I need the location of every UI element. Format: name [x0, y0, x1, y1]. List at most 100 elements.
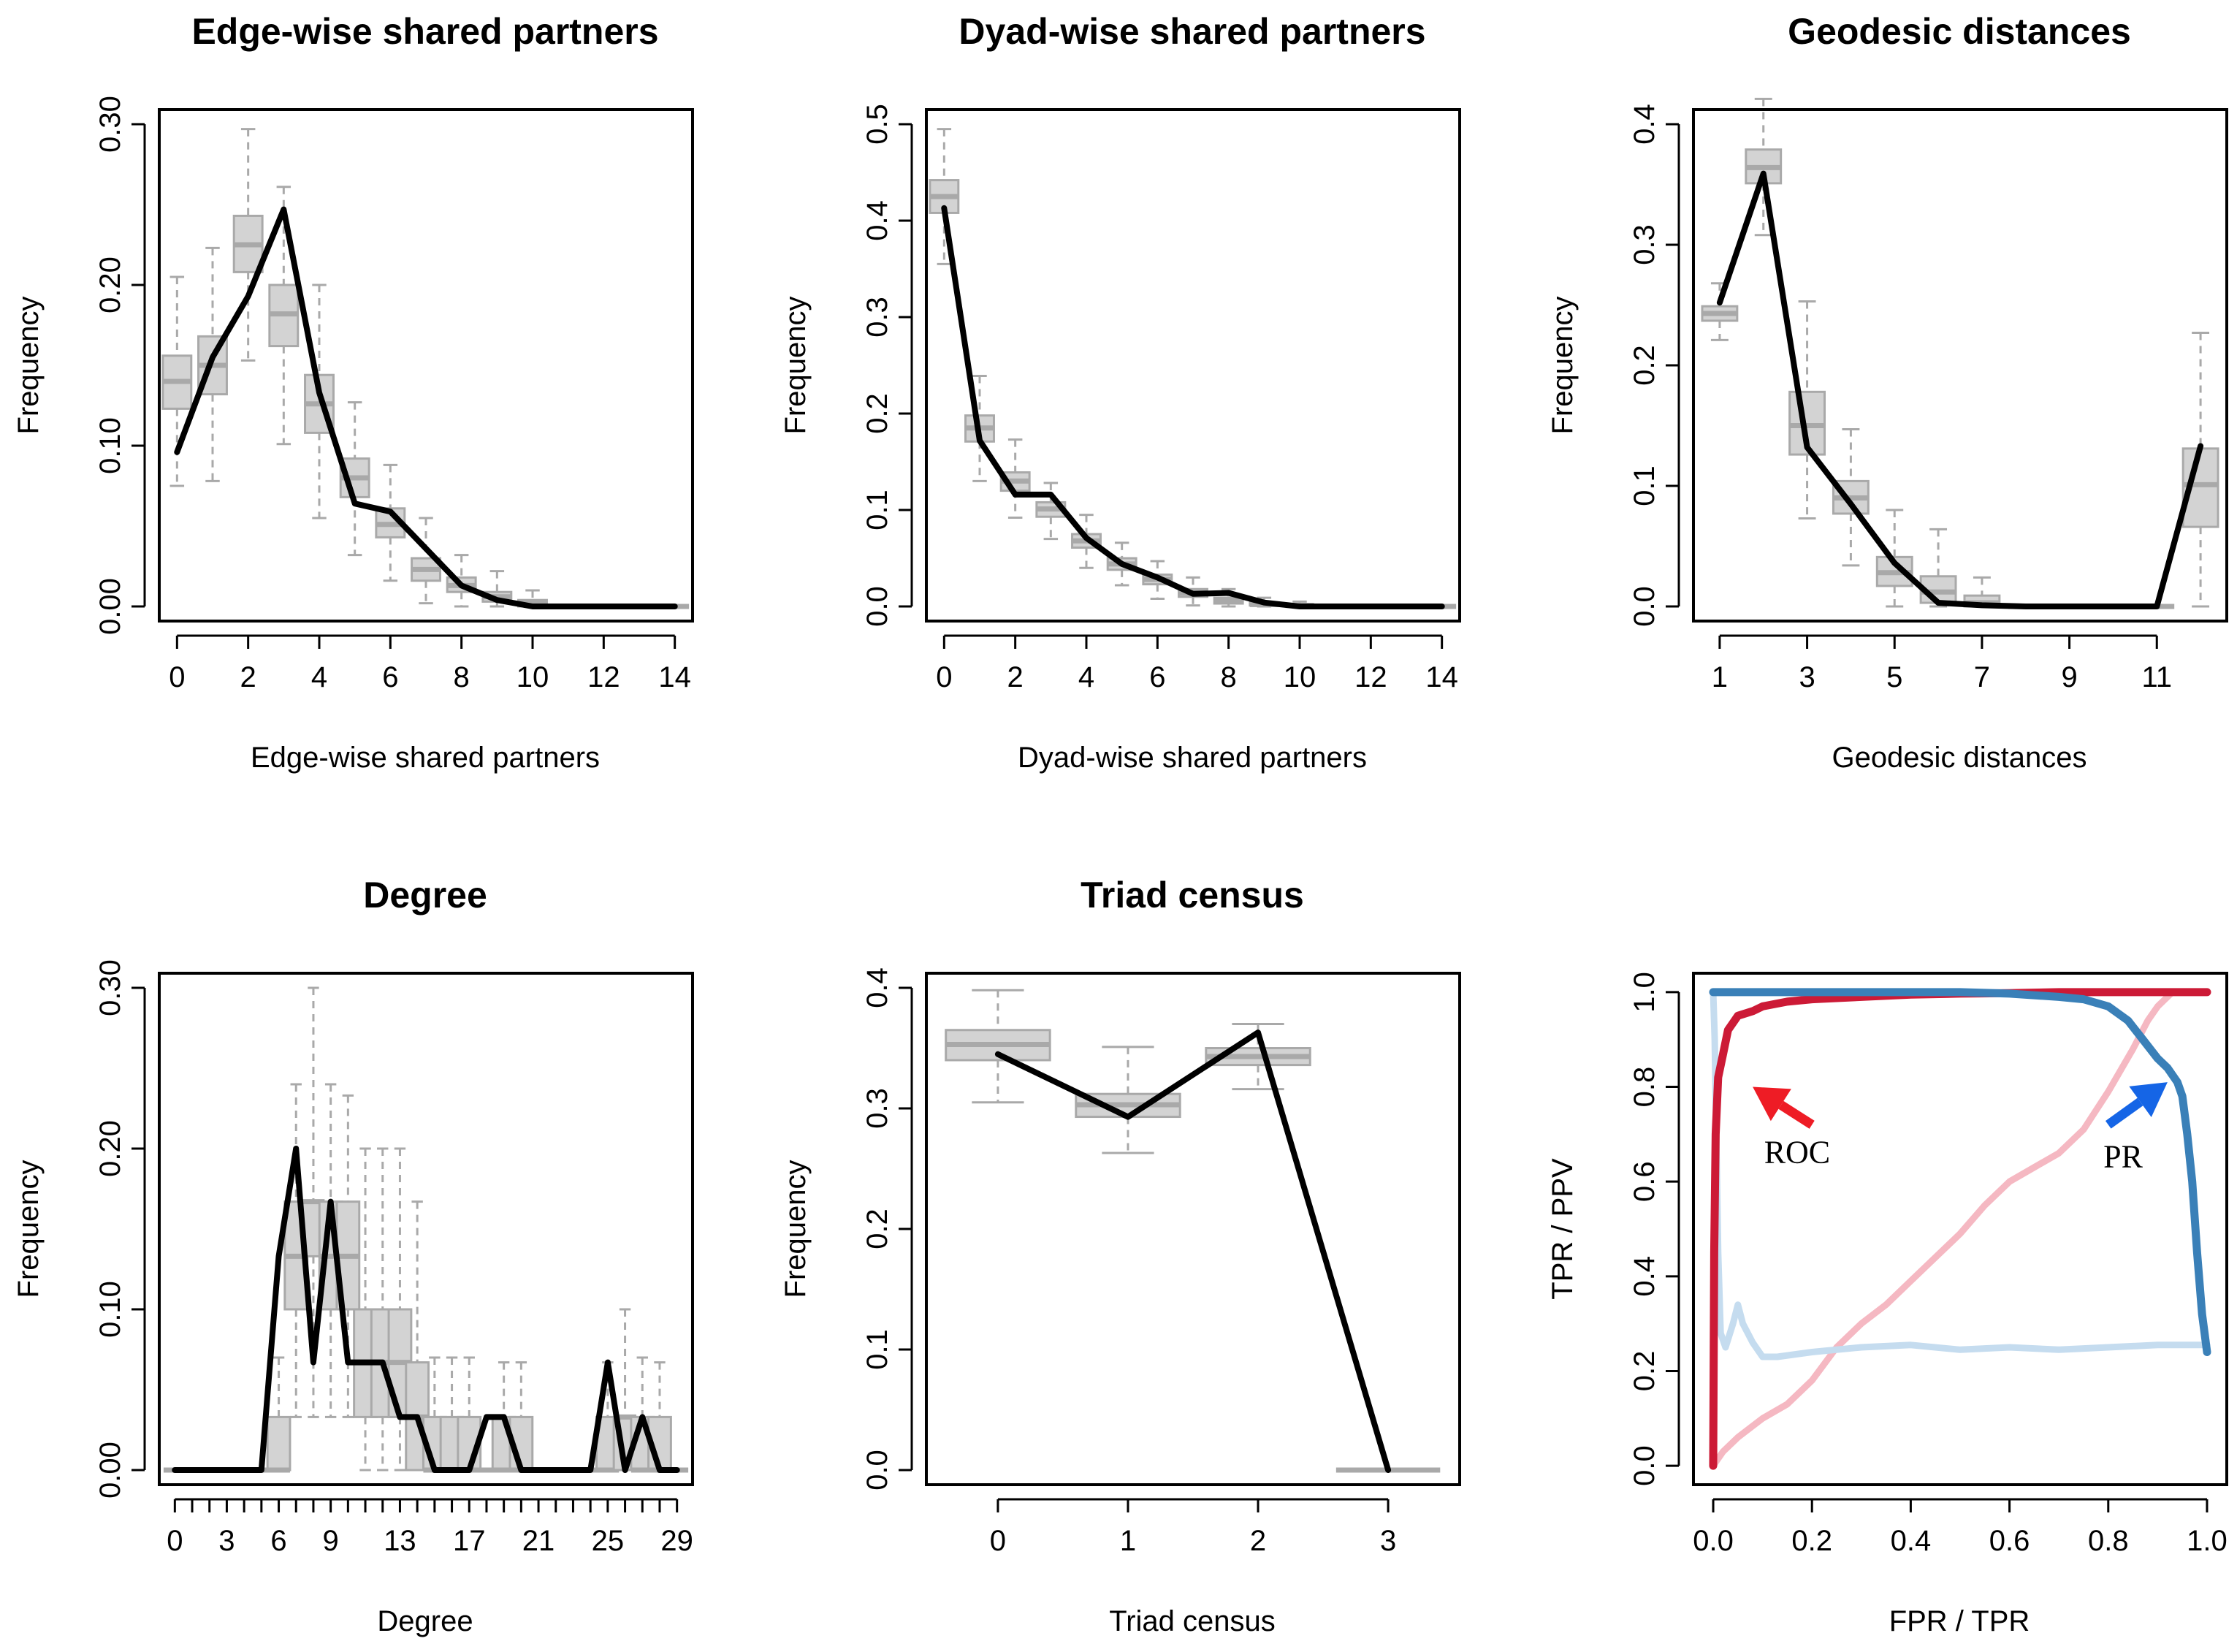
x-axis-label: Geodesic distances: [1832, 742, 2087, 774]
panel-title: Edge-wise shared partners: [191, 11, 658, 52]
x-tick-label: 1: [1120, 1525, 1136, 1557]
y-tick-label: 0.20: [94, 1120, 126, 1177]
plot-frame: [158, 972, 694, 1486]
annotation-roc: ROC: [1764, 1134, 1830, 1170]
x-axis-label: Triad census: [1109, 1605, 1276, 1637]
x-tick-label: 2: [240, 661, 256, 693]
plot-frame: [1692, 972, 2228, 1486]
y-tick-label: 1.0: [1628, 972, 1661, 1013]
box: [304, 283, 335, 519]
x-tick-label: 0.0: [1693, 1525, 1734, 1557]
panel-title: Degree: [363, 875, 487, 916]
y-tick-label: 0.1: [1628, 465, 1661, 506]
plot-frame: [925, 108, 1461, 623]
y-tick-label: 0.0: [1628, 1445, 1661, 1486]
observed-line: [174, 206, 678, 609]
y-tick-label: 0.4: [861, 967, 893, 1008]
y-tick-label: 0.0: [861, 586, 893, 627]
panel-title: Geodesic distances: [1788, 11, 2131, 52]
y-tick-label: 0.2: [1628, 1351, 1661, 1392]
y-tick-label: 0.8: [1628, 1067, 1661, 1108]
x-tick-label: 5: [1886, 661, 1902, 693]
boxplots: [945, 989, 1441, 1473]
panel-triad-census: Triad census Triad census Frequency 0.0 0…: [780, 875, 1461, 1637]
x-tick-label: 1.0: [2187, 1525, 2228, 1557]
x-tick-label: 3: [1380, 1525, 1396, 1557]
box: [268, 186, 300, 446]
curve-pr-dark: [1709, 988, 2211, 1356]
x-tick-label: 6: [382, 661, 398, 693]
y-axis-label: Frequency: [780, 1160, 812, 1298]
panel-title: Dyad-wise shared partners: [959, 11, 1425, 52]
x-tick-label: 8: [454, 661, 470, 693]
x-tick-label: 11: [2141, 661, 2172, 693]
x-tick-label: 0.6: [1989, 1525, 2030, 1557]
y-tick-label: 0.0: [861, 1450, 893, 1491]
y-tick-label: 0.20: [94, 256, 126, 313]
y-tick-label: 0.00: [94, 578, 126, 635]
y-tick-label: 0.4: [1628, 1256, 1661, 1297]
x-tick-label: 13: [384, 1525, 416, 1557]
y-tick-label: 0.4: [1628, 104, 1661, 145]
x-tick-label: 17: [453, 1525, 486, 1557]
box: [232, 128, 264, 362]
x-axis-label: Edge-wise shared partners: [251, 742, 600, 774]
x-axis-label: FPR / TPR: [1889, 1605, 2030, 1637]
box: [1745, 97, 1783, 237]
box: [266, 1356, 291, 1473]
x-tick-label: 0: [169, 661, 185, 693]
x-tick-label: 9: [323, 1525, 339, 1557]
x-tick-label: 29: [660, 1525, 693, 1557]
plot-frame: [158, 108, 694, 623]
panel-edge-wise-shared-partners: Edge-wise shared partners Edge-wise shar…: [12, 11, 694, 774]
x-tick-label: 1: [1712, 661, 1728, 693]
x-tick-label: 6: [270, 1525, 286, 1557]
box: [1788, 300, 1826, 520]
x-tick-label: 0: [936, 661, 952, 693]
panel-dyad-wise-shared-partners: Dyad-wise shared partners Dyad-wise shar…: [780, 11, 1461, 774]
box: [1832, 427, 1870, 567]
y-tick-label: 0.3: [1628, 224, 1661, 265]
y-tick-label: 0.30: [94, 96, 126, 153]
y-tick-label: 0.0: [1628, 586, 1661, 627]
y-tick-label: 0.2: [861, 393, 893, 434]
x-tick-label: 14: [658, 661, 691, 693]
pr-arrow: [2105, 1082, 2168, 1129]
y-tick-label: 0.4: [861, 200, 893, 241]
panel-degree: Degree Degree Frequency 0.00 0.10 0.20 0.30…: [12, 875, 694, 1637]
x-tick-label: 0: [167, 1525, 183, 1557]
y-axis-label: TPR / PPV: [1547, 1158, 1579, 1300]
x-axis-label: Degree: [377, 1605, 473, 1637]
x-tick-label: 6: [1149, 661, 1165, 693]
plot-frame: [925, 972, 1461, 1486]
x-tick-label: 12: [1354, 661, 1387, 693]
box: [1213, 587, 1244, 608]
x-axis-label: Dyad-wise shared partners: [1018, 742, 1367, 774]
x-tick-label: 10: [517, 661, 549, 693]
arrow-head: [1753, 1086, 1791, 1122]
y-axis-label: Frequency: [12, 1160, 45, 1298]
x-tick-label: 9: [2061, 661, 2077, 693]
y-tick-label: 0.3: [861, 297, 893, 338]
y-axis-label: Frequency: [780, 297, 812, 435]
x-tick-label: 14: [1425, 661, 1458, 693]
arrow-shaft: [2105, 1097, 2143, 1129]
x-tick-label: 4: [311, 661, 327, 693]
y-tick-label: 0.6: [1628, 1161, 1661, 1202]
y-tick-label: 0.00: [94, 1442, 126, 1499]
x-tick-label: 0.2: [1791, 1525, 1832, 1557]
y-tick-label: 0.30: [94, 959, 126, 1016]
arrow-shaft: [1778, 1100, 1815, 1129]
y-axis-label: Frequency: [1547, 297, 1579, 435]
x-tick-label: 2: [1007, 661, 1024, 693]
y-axis-label: Frequency: [12, 297, 45, 435]
annotation-pr: PR: [2103, 1139, 2143, 1175]
y-tick-label: 0.5: [861, 104, 893, 145]
box: [161, 275, 193, 487]
box-rect: [266, 1415, 291, 1472]
y-tick-label: 0.10: [94, 1281, 126, 1338]
x-tick-label: 25: [592, 1525, 625, 1557]
plot-frame: [1692, 108, 2228, 623]
x-tick-label: 2: [1250, 1525, 1266, 1557]
